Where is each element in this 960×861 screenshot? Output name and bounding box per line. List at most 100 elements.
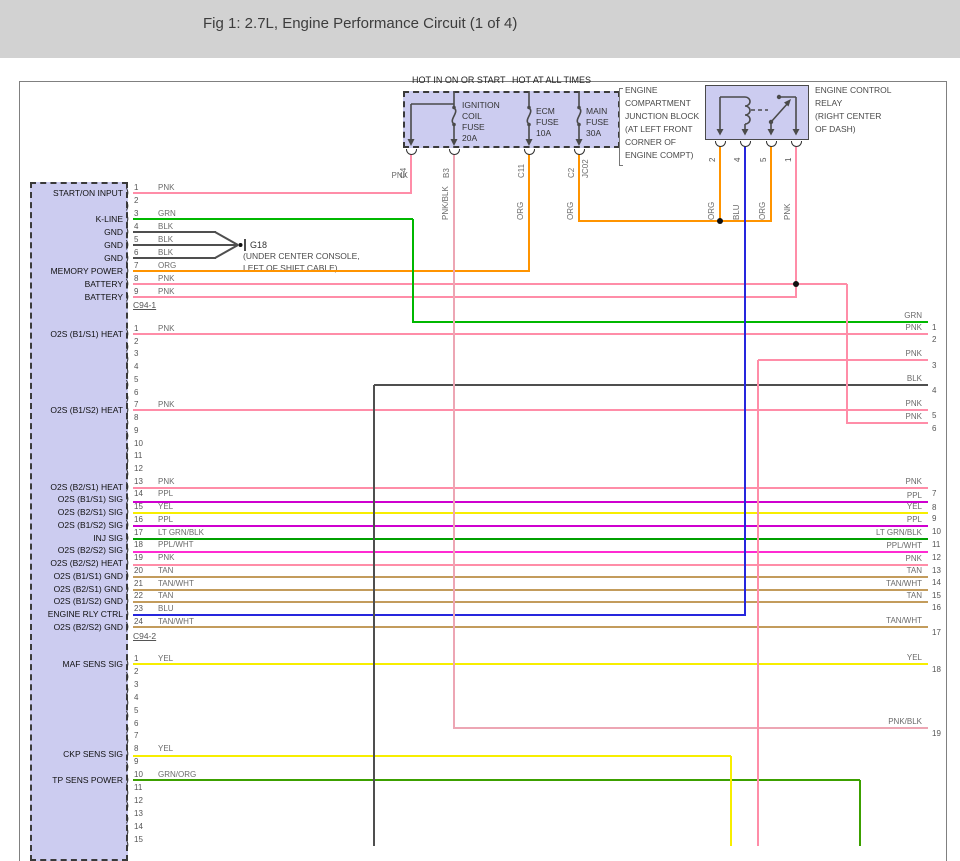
pin-terminal-bracket: ): [124, 365, 131, 378]
note-line: ECM: [536, 106, 555, 116]
wire-segment: [133, 512, 928, 514]
wire-segment: [578, 154, 580, 222]
wire-segment: [757, 360, 759, 846]
wire-color-label: PPL/WHT: [886, 541, 922, 550]
pin-terminal-bracket: ): [124, 582, 131, 595]
pin-terminal-bracket: ): [124, 747, 131, 760]
wire-segment: [374, 384, 928, 386]
wire-segment: [133, 551, 928, 553]
pin-label: O2S (B1/S2) GND: [53, 596, 123, 606]
wire-segment: [133, 614, 745, 616]
wire-color-label: ORG: [566, 201, 575, 220]
wire-color-label: BLK: [158, 222, 174, 231]
note-line: CORNER OF: [625, 137, 676, 147]
pin-terminal-bracket: ): [124, 696, 131, 709]
pin-label: MEMORY POWER: [50, 266, 123, 276]
pin-terminal-bracket: ): [124, 467, 131, 480]
pin-label: CKP SENS SIG: [63, 749, 123, 759]
wire-segment: [133, 192, 411, 194]
main-fuse-label: MAIN FUSE 30A: [586, 106, 609, 139]
pin-terminal-bracket: ): [124, 543, 131, 556]
wire-color-label: ORG: [758, 201, 767, 220]
wire-color-label: PPL/WHT: [158, 540, 194, 549]
pin-label: O2S (B1/S2) SIG: [57, 520, 123, 530]
pin-terminal-bracket: ): [124, 186, 131, 199]
pin-label: TP SENS POWER: [52, 775, 123, 785]
wire-segment: [133, 409, 928, 411]
junction-block-box: [403, 91, 620, 148]
ground-id: G18: [250, 240, 268, 250]
wire-segment: [133, 333, 928, 335]
note-line: FUSE: [536, 117, 559, 127]
relay-note: ENGINE CONTROL RELAY (RIGHT CENTER OF DASH): [815, 84, 892, 136]
pin-number: 3: [134, 680, 139, 689]
pin-number: 1: [134, 654, 139, 663]
pin-number: 7: [134, 261, 139, 270]
wire-color-label: LT GRN/BLK: [876, 528, 922, 537]
pin-terminal-bracket: ): [124, 327, 131, 340]
wire-junction-dot: [793, 281, 799, 287]
pin-number: 13: [134, 477, 143, 486]
pin-terminal-bracket: ): [124, 722, 131, 735]
pin-label: START/ON INPUT: [52, 188, 123, 198]
pin-terminal-bracket: ): [124, 251, 131, 264]
pin-label: K-LINE: [95, 214, 123, 224]
right-pin-number: 1: [932, 323, 937, 332]
wire-color-label: PNK: [158, 400, 175, 409]
pin-terminal-bracket: ): [124, 773, 131, 786]
note-line: LEFT OF SHIFT CABLE): [243, 263, 338, 273]
figure-title-bar: Fig 1: 2.7L, Engine Performance Circuit …: [0, 0, 960, 58]
pin-terminal-bracket: ): [124, 786, 131, 799]
pin-terminal-bracket: ): [124, 264, 131, 277]
pin-terminal-bracket: ): [124, 290, 131, 303]
wire-segment: [528, 154, 530, 272]
pin-number: 6: [134, 719, 139, 728]
pin-terminal-bracket: ): [124, 556, 131, 569]
pin-terminal-bracket: ): [124, 225, 131, 238]
wire-segment: [133, 296, 796, 298]
pin-terminal-bracket: ): [124, 670, 131, 683]
note-line: RELAY: [815, 98, 843, 108]
pin-label: O2S (B2/S1) GND: [53, 584, 123, 594]
pin-number: 8: [134, 413, 139, 422]
wire-color-label: TAN: [906, 566, 922, 575]
pin-number: 2: [134, 667, 139, 676]
right-pin-number: 14: [932, 578, 941, 587]
pin-terminal-bracket: ): [124, 812, 131, 825]
right-pin-number: 10: [932, 527, 941, 536]
junction-block-note: ENGINE COMPARTMENT JUNCTION BLOCK (AT LEFT …: [625, 84, 699, 162]
right-pin-number: 11: [932, 540, 941, 549]
pin-label: O2S (B1/S1) GND: [53, 571, 123, 581]
wire-color-label: PNK: [905, 412, 922, 421]
pin-terminal-bracket: ): [124, 352, 131, 365]
wire-segment: [579, 220, 771, 222]
wire-segment: [133, 779, 860, 781]
pin-label: O2S (B2/S1) SIG: [57, 507, 123, 517]
wire-segment: [133, 601, 928, 603]
note-line: (AT LEFT FRONT: [625, 124, 693, 134]
pin-terminal-bracket: ): [124, 518, 131, 531]
relay-pin-number: 1: [784, 157, 793, 162]
pin-terminal-bracket: ): [124, 378, 131, 391]
pin-number: 4: [134, 693, 139, 702]
wire-segment: [133, 538, 928, 540]
note-line: ENGINE: [625, 85, 658, 95]
pin-number: 14: [134, 489, 143, 498]
wire-color-label: TAN: [158, 566, 174, 575]
pin-label: O2S (B1/S1) HEAT: [50, 329, 123, 339]
pin-terminal-bracket: ): [124, 620, 131, 633]
pin-label: O2S (B2/S1) HEAT: [50, 482, 123, 492]
wire-segment: [719, 146, 721, 222]
wire-color-label: TAN/WHT: [886, 579, 922, 588]
wire-color-label: PPL: [906, 491, 922, 500]
note-line: COMPARTMENT: [625, 98, 691, 108]
right-pin-number: 18: [932, 665, 941, 674]
diagram-panel: [19, 81, 947, 861]
wire-segment: [133, 589, 928, 591]
pin-number: 1: [134, 183, 139, 192]
wire-segment: [796, 283, 847, 285]
pin-terminal-bracket: ): [124, 825, 131, 838]
pin-label: MAF SENS SIG: [62, 659, 123, 669]
pin-number: 17: [134, 528, 143, 537]
right-pin-number: 9: [932, 514, 937, 523]
